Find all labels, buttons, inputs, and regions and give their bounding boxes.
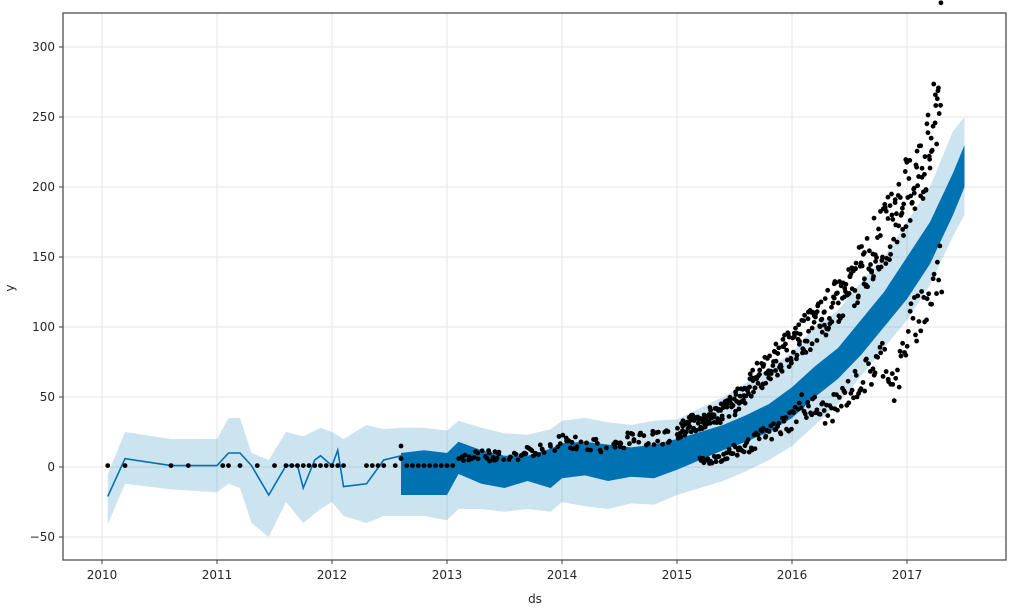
- observed-points: [105, 0, 945, 468]
- x-tick-label: 2017: [892, 568, 923, 582]
- y-tick-label: 200: [32, 180, 55, 194]
- y-axis-label: y: [3, 284, 17, 291]
- x-tick-label: 2012: [317, 568, 348, 582]
- y-tick-label: 250: [32, 110, 55, 124]
- grid-lines: [63, 13, 1006, 560]
- y-tick-label: 100: [32, 320, 55, 334]
- x-tick-label: 2014: [547, 568, 578, 582]
- x-tick-label: 2016: [777, 568, 808, 582]
- x-tick-label: 2015: [662, 568, 693, 582]
- y-tick-label: 300: [32, 40, 55, 54]
- x-tick-label: 2010: [87, 568, 118, 582]
- y-tick-label: 0: [47, 460, 55, 474]
- y-tick-label: 150: [32, 250, 55, 264]
- y-axis-ticks: −50 0 50 100 150 200 250 300: [30, 40, 63, 544]
- x-axis-label: ds: [528, 592, 542, 606]
- x-tick-label: 2011: [202, 568, 233, 582]
- y-tick-label: 50: [40, 390, 55, 404]
- y-tick-label: −50: [30, 530, 55, 544]
- x-axis-ticks: 2010 2011 2012 2013 2014 2015 2016 2017: [87, 560, 923, 582]
- plot-frame: [62, 12, 1007, 561]
- x-tick-label: 2013: [432, 568, 463, 582]
